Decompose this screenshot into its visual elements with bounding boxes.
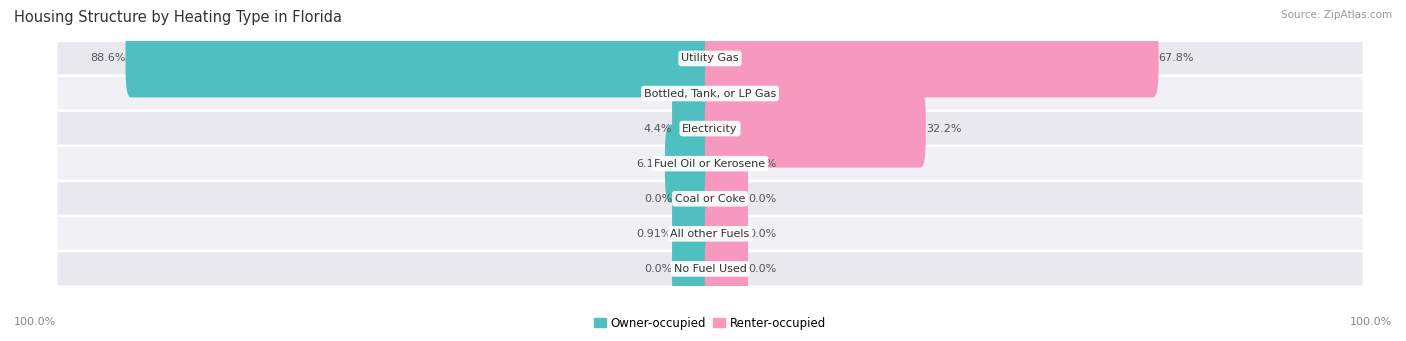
FancyBboxPatch shape: [672, 195, 716, 273]
Text: Housing Structure by Heating Type in Florida: Housing Structure by Heating Type in Flo…: [14, 10, 342, 25]
Text: 88.6%: 88.6%: [90, 54, 125, 63]
FancyBboxPatch shape: [704, 230, 748, 308]
Text: Coal or Coke: Coal or Coke: [675, 194, 745, 204]
FancyBboxPatch shape: [125, 19, 716, 98]
FancyBboxPatch shape: [704, 55, 748, 132]
Text: 0.0%: 0.0%: [748, 159, 776, 169]
Text: 0.0%: 0.0%: [748, 194, 776, 204]
FancyBboxPatch shape: [56, 146, 1364, 181]
Text: 0.0%: 0.0%: [644, 264, 672, 274]
Text: 0.0%: 0.0%: [644, 89, 672, 99]
Text: 100.0%: 100.0%: [1350, 317, 1392, 327]
FancyBboxPatch shape: [56, 251, 1364, 287]
Text: Electricity: Electricity: [682, 123, 738, 134]
FancyBboxPatch shape: [665, 125, 716, 203]
FancyBboxPatch shape: [672, 160, 716, 238]
FancyBboxPatch shape: [56, 76, 1364, 112]
Text: No Fuel Used: No Fuel Used: [673, 264, 747, 274]
FancyBboxPatch shape: [56, 181, 1364, 217]
Text: 0.0%: 0.0%: [748, 264, 776, 274]
FancyBboxPatch shape: [672, 55, 716, 132]
Text: 32.2%: 32.2%: [925, 123, 962, 134]
FancyBboxPatch shape: [56, 216, 1364, 252]
FancyBboxPatch shape: [704, 19, 1159, 98]
Legend: Owner-occupied, Renter-occupied: Owner-occupied, Renter-occupied: [589, 312, 831, 335]
Text: 0.0%: 0.0%: [748, 229, 776, 239]
FancyBboxPatch shape: [704, 195, 748, 273]
Text: All other Fuels: All other Fuels: [671, 229, 749, 239]
Text: Utility Gas: Utility Gas: [682, 54, 738, 63]
Text: 0.0%: 0.0%: [748, 89, 776, 99]
Text: 100.0%: 100.0%: [14, 317, 56, 327]
FancyBboxPatch shape: [704, 125, 748, 203]
Text: 4.4%: 4.4%: [644, 123, 672, 134]
Text: 67.8%: 67.8%: [1159, 54, 1194, 63]
Text: 0.91%: 0.91%: [637, 229, 672, 239]
Text: 6.1%: 6.1%: [637, 159, 665, 169]
FancyBboxPatch shape: [704, 90, 925, 167]
Text: Bottled, Tank, or LP Gas: Bottled, Tank, or LP Gas: [644, 89, 776, 99]
FancyBboxPatch shape: [672, 230, 716, 308]
FancyBboxPatch shape: [704, 160, 748, 238]
Text: Fuel Oil or Kerosene: Fuel Oil or Kerosene: [654, 159, 766, 169]
FancyBboxPatch shape: [56, 41, 1364, 76]
FancyBboxPatch shape: [672, 90, 716, 167]
Text: 0.0%: 0.0%: [644, 194, 672, 204]
Text: Source: ZipAtlas.com: Source: ZipAtlas.com: [1281, 10, 1392, 20]
FancyBboxPatch shape: [56, 111, 1364, 147]
